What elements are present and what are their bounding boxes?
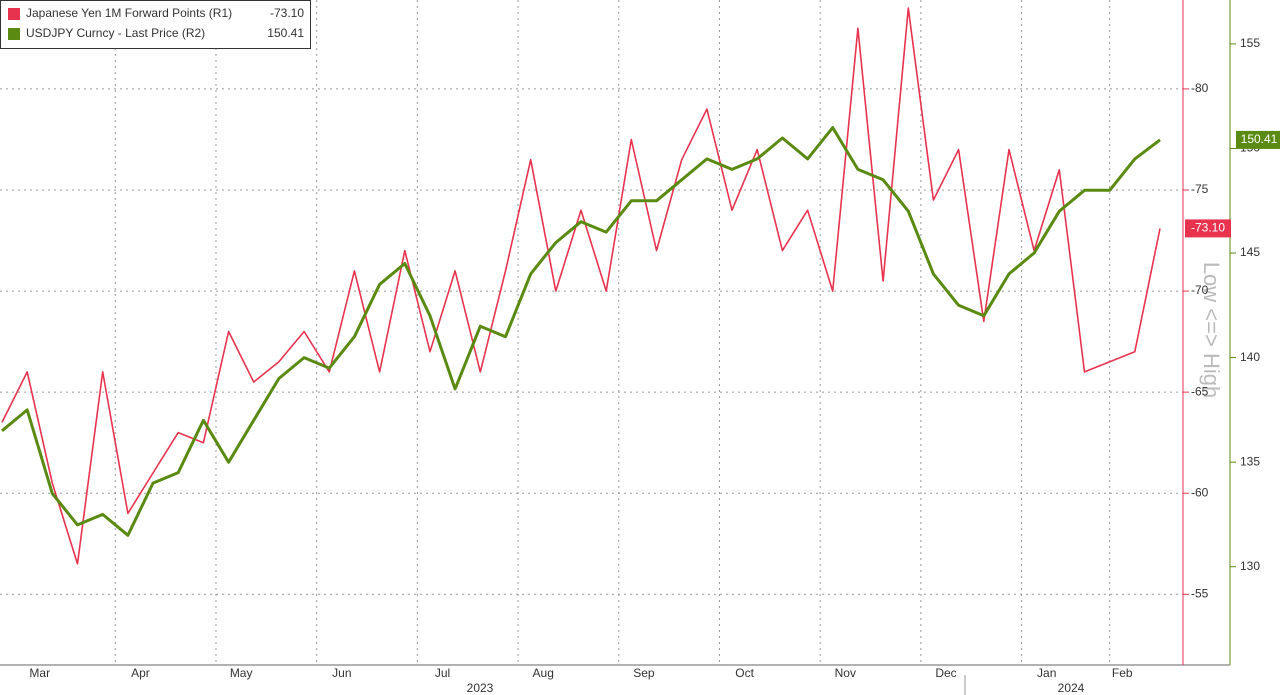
legend-swatch [8, 8, 20, 20]
legend-value: -73.10 [270, 6, 304, 20]
x-tick-label: Dec [935, 666, 956, 680]
last-value-box [1185, 219, 1231, 238]
y2-tick-label: 130 [1240, 559, 1260, 573]
last-value-box [1236, 130, 1280, 149]
y-tick-label: -55 [1191, 586, 1209, 600]
year-label: 2023 [467, 681, 494, 695]
y-tick-label: -80 [1191, 81, 1209, 95]
year-label: 2024 [1058, 681, 1085, 695]
y-tick-label: -65 [1191, 384, 1209, 398]
x-tick-label: Feb [1112, 666, 1133, 680]
y2-tick-label: 135 [1240, 454, 1260, 468]
x-tick-label: Nov [835, 666, 856, 680]
legend-box [0, 0, 311, 49]
y2-tick-label: 155 [1240, 36, 1260, 50]
y-tick-label: -60 [1191, 485, 1209, 499]
y2-tick-label: 140 [1240, 350, 1260, 364]
last-value-label: -73.10 [1191, 221, 1225, 235]
x-tick-label: Aug [533, 666, 554, 680]
y-tick-label: -70 [1191, 283, 1209, 297]
last-value-label: 150.41 [1241, 132, 1278, 146]
axis-annotation: Low <=> High [1199, 262, 1224, 398]
x-tick-label: Jun [332, 666, 351, 680]
x-tick-label: Oct [735, 666, 754, 680]
x-tick-label: Jan [1037, 666, 1056, 680]
legend-label: USDJPY Curncy - Last Price (R2) [26, 26, 205, 40]
x-tick-label: Jul [435, 666, 450, 680]
x-tick-label: Sep [633, 666, 655, 680]
x-tick-label: Apr [131, 666, 150, 680]
series-line [1, 126, 1161, 537]
legend-value: 150.41 [267, 26, 304, 40]
x-tick-label: Mar [29, 666, 50, 680]
x-tick-label: May [230, 666, 253, 680]
y2-tick-label: 145 [1240, 245, 1260, 259]
y-tick-label: -75 [1191, 182, 1209, 196]
series-line [1, 7, 1161, 565]
legend-swatch [8, 28, 20, 40]
legend-label: Japanese Yen 1M Forward Points (R1) [26, 6, 232, 20]
